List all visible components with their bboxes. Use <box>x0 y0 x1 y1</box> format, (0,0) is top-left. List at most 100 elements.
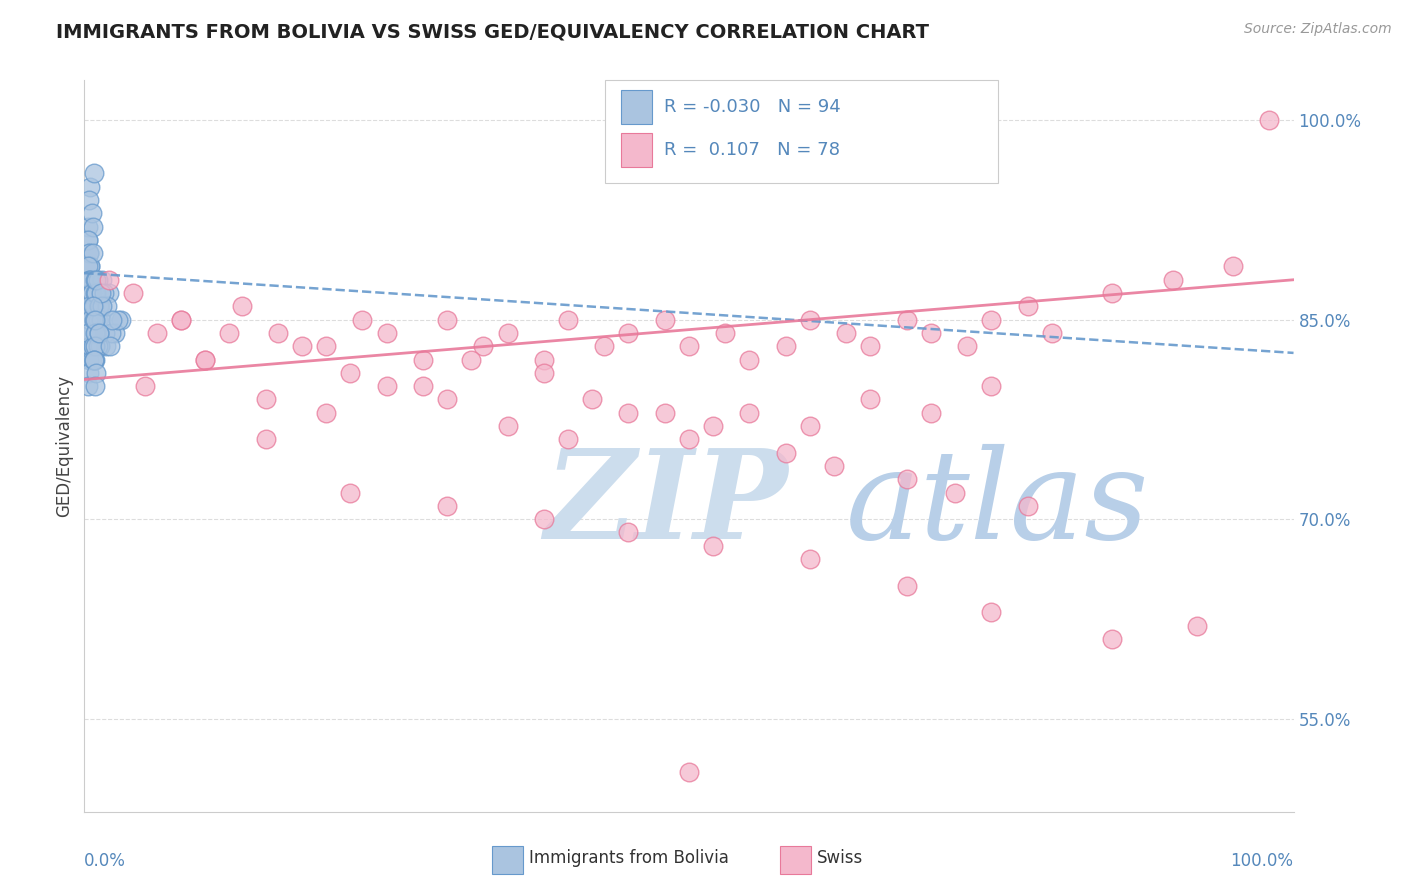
Point <box>799 312 821 326</box>
Point <box>84 379 107 393</box>
Point <box>557 312 579 326</box>
Point <box>799 552 821 566</box>
Text: atlas: atlas <box>846 443 1150 566</box>
Point <box>77 273 100 287</box>
Point <box>77 286 100 301</box>
Point <box>79 339 101 353</box>
Point <box>101 312 124 326</box>
Point <box>436 392 458 407</box>
Point <box>896 312 918 326</box>
Point <box>82 246 104 260</box>
Point <box>77 312 100 326</box>
Point <box>231 299 253 313</box>
Text: IMMIGRANTS FROM BOLIVIA VS SWISS GED/EQUIVALENCY CORRELATION CHART: IMMIGRANTS FROM BOLIVIA VS SWISS GED/EQU… <box>56 22 929 41</box>
Point <box>617 326 640 340</box>
Point <box>94 326 117 340</box>
Point <box>352 312 374 326</box>
Point <box>77 366 100 380</box>
Point <box>100 326 122 340</box>
Point <box>654 406 676 420</box>
Point <box>77 219 100 234</box>
Point <box>146 326 169 340</box>
Point <box>956 339 979 353</box>
Point <box>77 299 100 313</box>
Point <box>121 286 143 301</box>
Text: Source: ZipAtlas.com: Source: ZipAtlas.com <box>1244 22 1392 37</box>
Point <box>86 273 108 287</box>
Point <box>83 352 105 367</box>
Point <box>678 433 700 447</box>
Text: Immigrants from Bolivia: Immigrants from Bolivia <box>529 849 728 867</box>
Point <box>89 299 111 313</box>
Point <box>77 326 100 340</box>
Text: 0.0%: 0.0% <box>84 852 127 870</box>
Point <box>86 326 108 340</box>
Point <box>77 299 100 313</box>
Point <box>557 433 579 447</box>
Point <box>91 299 114 313</box>
Point <box>80 326 103 340</box>
Point <box>1040 326 1063 340</box>
Point <box>472 339 495 353</box>
Point <box>436 499 458 513</box>
Point <box>315 339 337 353</box>
Point <box>835 326 858 340</box>
Point <box>79 326 101 340</box>
Point <box>83 312 105 326</box>
Point <box>107 312 129 326</box>
Point <box>77 260 100 274</box>
Point <box>375 326 398 340</box>
Point <box>80 352 103 367</box>
Point <box>86 366 108 380</box>
Point <box>84 286 107 301</box>
Point <box>436 312 458 326</box>
Point <box>1101 632 1123 646</box>
Point <box>77 379 100 393</box>
Point <box>77 326 100 340</box>
Point <box>90 312 112 326</box>
Point <box>77 339 100 353</box>
Point <box>533 366 555 380</box>
Point <box>496 326 519 340</box>
Point <box>97 286 120 301</box>
Point <box>80 286 103 301</box>
Point <box>859 339 882 353</box>
Point <box>654 312 676 326</box>
Point <box>82 299 104 313</box>
Point <box>1185 618 1208 632</box>
Point <box>702 419 724 434</box>
Point <box>1017 499 1039 513</box>
Point <box>80 273 103 287</box>
Point <box>87 299 110 313</box>
Point <box>80 286 103 301</box>
Point <box>1101 286 1123 301</box>
Point <box>79 312 101 326</box>
Point <box>83 299 105 313</box>
Point <box>775 339 797 353</box>
Point <box>87 299 110 313</box>
Text: ZIP: ZIP <box>544 443 787 566</box>
Point <box>738 352 761 367</box>
Point <box>1258 113 1281 128</box>
Point <box>896 579 918 593</box>
Point <box>86 339 108 353</box>
Point <box>218 326 240 340</box>
Point <box>79 273 101 287</box>
Point <box>83 352 105 367</box>
Point <box>77 193 100 207</box>
Point <box>104 326 127 340</box>
Point <box>80 273 103 287</box>
Point <box>110 312 132 326</box>
Point <box>617 406 640 420</box>
Point <box>617 525 640 540</box>
Point <box>170 312 193 326</box>
Point <box>79 273 101 287</box>
Point <box>86 273 108 287</box>
Point <box>678 764 700 779</box>
Point <box>84 339 107 353</box>
Point <box>84 326 107 340</box>
Point <box>79 312 101 326</box>
Point <box>77 246 100 260</box>
Point <box>702 539 724 553</box>
Point <box>738 406 761 420</box>
